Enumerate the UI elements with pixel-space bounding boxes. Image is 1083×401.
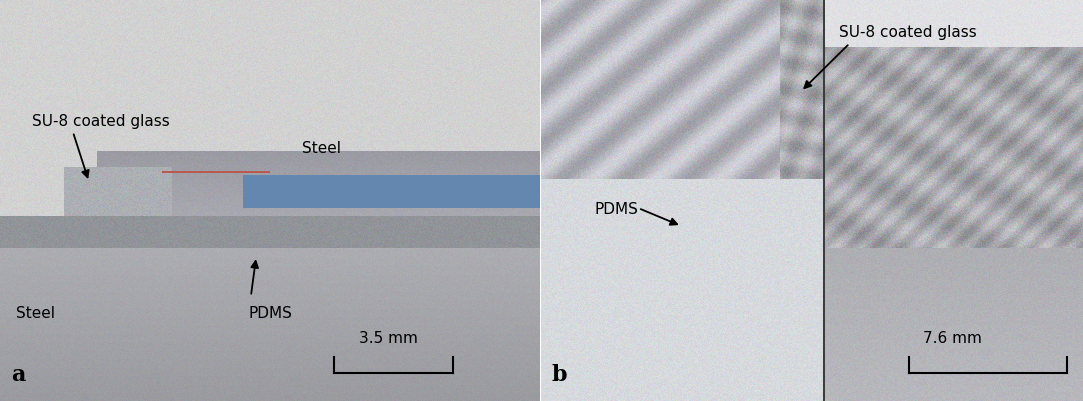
Text: 7.6 mm: 7.6 mm [923, 330, 982, 345]
Text: a: a [11, 363, 25, 385]
Text: SU-8 coated glass: SU-8 coated glass [839, 25, 977, 40]
Text: PDMS: PDMS [248, 305, 292, 320]
Text: b: b [551, 363, 566, 385]
Text: Steel: Steel [16, 305, 55, 320]
Text: 3.5 mm: 3.5 mm [358, 330, 418, 345]
Text: Steel: Steel [302, 141, 341, 156]
Text: PDMS: PDMS [595, 201, 639, 216]
Text: SU-8 coated glass: SU-8 coated glass [32, 113, 170, 128]
